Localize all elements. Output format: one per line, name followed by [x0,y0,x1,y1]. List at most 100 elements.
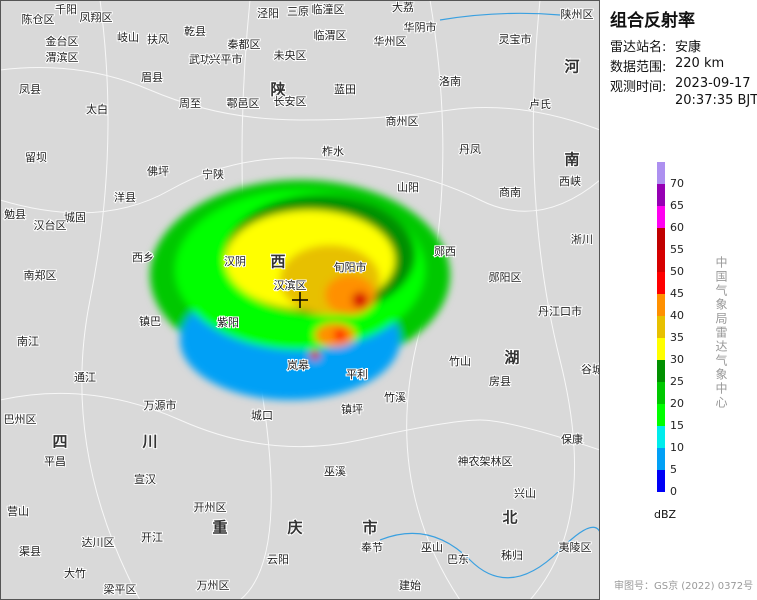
place-label: 巴州区 [4,413,37,426]
place-label: 南郑区 [24,268,57,282]
place-label: 留坝 [25,150,47,164]
region-label: 四 [52,433,67,451]
place-label: 三原 [287,5,309,18]
place-label: 鄠邑区 [227,97,260,110]
legend-tick-label: 25 [670,375,684,388]
place-label: 山阳 [397,181,419,194]
place-label: 西乡 [132,251,154,264]
region-label: 陕 [270,81,285,99]
place-label: 商州区 [386,114,419,128]
color-legend: 0 5 10 15 20 25 30 35 40 45 50 55 60 65 70 [657,162,684,498]
legend-tick-label: 45 [670,287,684,300]
place-label: 洋县 [114,190,136,204]
legend-tick-label: 70 [670,177,684,190]
color-swatch [657,470,665,492]
place-label: 渠县 [19,545,41,558]
place-label: 丹江口市 [538,304,582,318]
place-label: 临潼区 [312,2,345,16]
place-label: 临渭区 [314,28,347,42]
place-label: 商南 [499,185,521,199]
place-label: 泾阳 [257,7,279,20]
place-label: 宁陕 [202,167,224,181]
place-label: 巫山 [421,541,443,554]
color-swatch [657,228,665,250]
legend-tick-label: 35 [670,331,684,344]
place-label: 勉县 [4,207,26,221]
region-label: 北 [502,509,517,527]
place-label: 汉台区 [34,218,67,232]
legend-tick-label: 50 [670,265,684,278]
place-label: 丹凤 [459,143,481,156]
place-label: 卢氏 [529,98,551,111]
place-label: 柞水 [322,144,344,158]
place-label: 陕州区 [561,7,594,21]
place-label: 镇坪 [341,402,363,416]
color-swatch [657,250,665,272]
color-swatch [657,184,665,206]
color-swatch [657,448,665,470]
place-label: 南江 [17,335,39,348]
place-label: 岐山 [117,31,139,44]
place-label: 房县 [489,375,511,388]
place-label: 旬阳市 [334,260,367,274]
place-label: 渭滨区 [46,50,79,64]
color-swatch [657,360,665,382]
approval: 审图号：GS京 (2022) 0372号 [614,581,754,592]
color-swatch [657,404,665,426]
radar-echo [150,180,450,400]
place-label: 夷陵区 [559,541,592,554]
place-label: 灵宝市 [499,32,532,46]
place-label: 开州区 [194,501,227,514]
place-label: 万源市 [144,398,177,412]
legend-tick-label: 15 [670,419,684,432]
place-label: 谷城 [581,363,600,376]
place-label: 大竹 [64,566,86,580]
place-label: 营山 [7,504,29,518]
side-panel: 组合反射率 雷达站名: 安康 数据范围: 220 km 观测时间: 2023-0… [600,0,757,600]
place-label: 梁平区 [104,582,137,596]
region-label: 庆 [287,519,302,537]
place-label: 佛坪 [147,165,169,178]
place-label: 乾县 [184,25,206,38]
place-label: 巴东 [447,553,469,566]
color-swatch [657,382,665,404]
place-label: 云阳 [267,553,289,566]
place-label: 华州区 [374,34,407,48]
credit: 中国气象局雷达气象中心 [714,256,728,410]
place-label: 城固 [64,211,86,224]
legend-tick-label: 30 [670,353,684,366]
region-label: 河 [564,58,579,76]
legend-tick-label: 20 [670,397,684,410]
color-swatch [657,162,665,184]
place-label: 城口 [251,409,273,422]
region-label: 西 [270,253,285,271]
legend-tick-label: 10 [670,441,684,454]
place-label: 竹山 [449,354,471,368]
info-label: 雷达站名: [610,40,667,55]
info-value: 220 km [675,56,725,71]
place-label: 武功 [189,53,211,66]
region-label: 市 [362,519,377,537]
rivers [379,12,600,579]
place-label: 长安区 [274,94,307,108]
place-label: 通江 [74,371,96,384]
place-label: 平昌 [44,455,66,468]
legend-tick-label: 55 [670,243,684,256]
place-label: 扶风 [147,32,169,46]
place-label: 凤翔区 [80,10,113,24]
place-label: 洛南 [439,74,461,88]
place-label: 郧阳区 [489,271,522,284]
color-swatch [657,338,665,360]
place-label: 金台区 [46,34,79,48]
place-label: 太白 [86,102,108,116]
color-swatch [657,316,665,338]
place-label: 汉阴 [224,255,246,268]
place-label: 未央区 [274,49,307,62]
place-label: 宣汉 [134,472,156,486]
place-label: 华阴市 [404,20,437,34]
place-label: 万州区 [197,579,230,592]
place-label: 周至 [179,97,201,110]
